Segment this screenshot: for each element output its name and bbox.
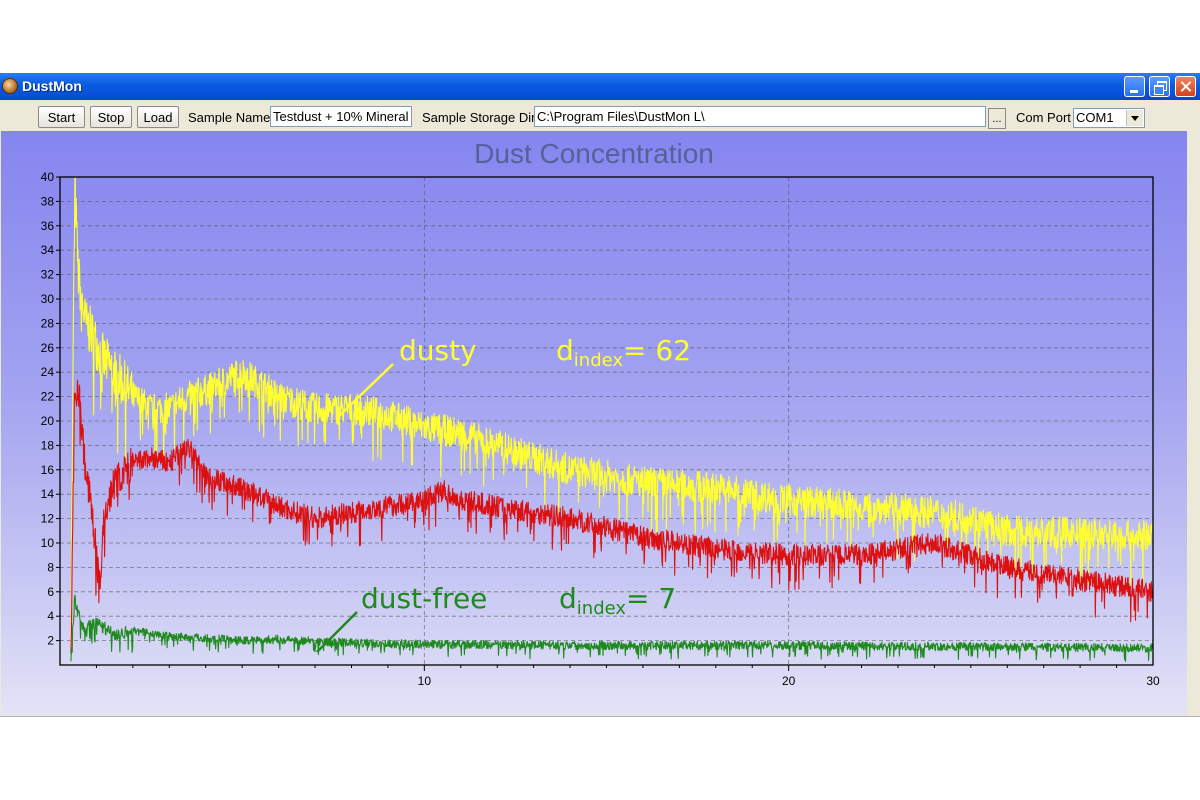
sample-name-label: Sample Name [188,110,271,125]
y-tick-label: 40 [41,170,55,184]
storage-dir-label: Sample Storage Dir [422,110,536,125]
minimize-icon[interactable] [1124,76,1145,97]
y-tick-label: 38 [41,194,55,208]
dust-free-annotation-index: dindex= 7 [559,582,676,619]
y-tick-label: 12 [41,512,55,526]
y-tick-label: 6 [47,585,54,599]
x-tick-label: 30 [1146,674,1160,688]
storage-dir-input[interactable] [534,106,986,127]
series-line-2 [70,379,1154,654]
chevron-down-icon[interactable] [1126,110,1143,126]
y-tick-label: 10 [41,536,55,550]
chart-title: Dust Concentration [474,138,714,169]
browse-button[interactable]: ... [988,108,1006,129]
restore-icon[interactable] [1149,76,1170,97]
com-port-value: COM1 [1076,110,1114,125]
y-tick-label: 22 [41,390,55,404]
x-tick-label: 20 [782,674,796,688]
dustmon-app-icon[interactable] [2,78,18,94]
load-button[interactable]: Load [137,106,179,128]
y-tick-label: 32 [41,268,55,282]
dusty-annotation-label: dusty [399,334,477,367]
sample-name-input[interactable] [270,106,412,127]
y-tick-label: 16 [41,463,55,477]
dust-free-annotation-label: dust-free [361,582,487,615]
start-button[interactable]: Start [38,106,85,128]
series-line-3 [70,594,1154,662]
y-tick-label: 28 [41,316,55,330]
y-tick-label: 34 [41,243,55,257]
com-port-select[interactable]: COM1 [1073,108,1145,128]
series-line-1 [70,176,1154,662]
y-tick-label: 30 [41,292,55,306]
toolbar: Start Stop Load Sample Name Sample Stora… [0,100,1200,130]
y-tick-label: 14 [41,487,55,501]
dust-concentration-chart: Dust Concentration 2 4 6 8 10 12 14 16 18 20 22 24 2… [1,131,1187,715]
dusty-annotation-index: dindex= 62 [556,334,691,371]
plot-frame [59,176,1154,666]
dusty-annotation-pointer [336,363,394,419]
y-tick-label: 26 [41,341,55,355]
title-bar[interactable]: DustMon [0,73,1200,100]
y-tick-label: 20 [41,414,55,428]
stop-button[interactable]: Stop [90,106,132,128]
close-icon[interactable] [1175,76,1196,97]
y-tick-label: 4 [47,609,54,623]
x-tick-label: 10 [418,674,432,688]
y-tick-label: 36 [41,219,55,233]
y-tick-label: 24 [41,365,55,379]
y-tick-label: 8 [47,560,54,574]
dust-free-annotation-pointer [316,611,358,653]
com-port-label: Com Port [1016,110,1071,125]
y-tick-label: 2 [47,634,54,648]
y-tick-label: 18 [41,438,55,452]
window-title: DustMon [22,78,82,94]
